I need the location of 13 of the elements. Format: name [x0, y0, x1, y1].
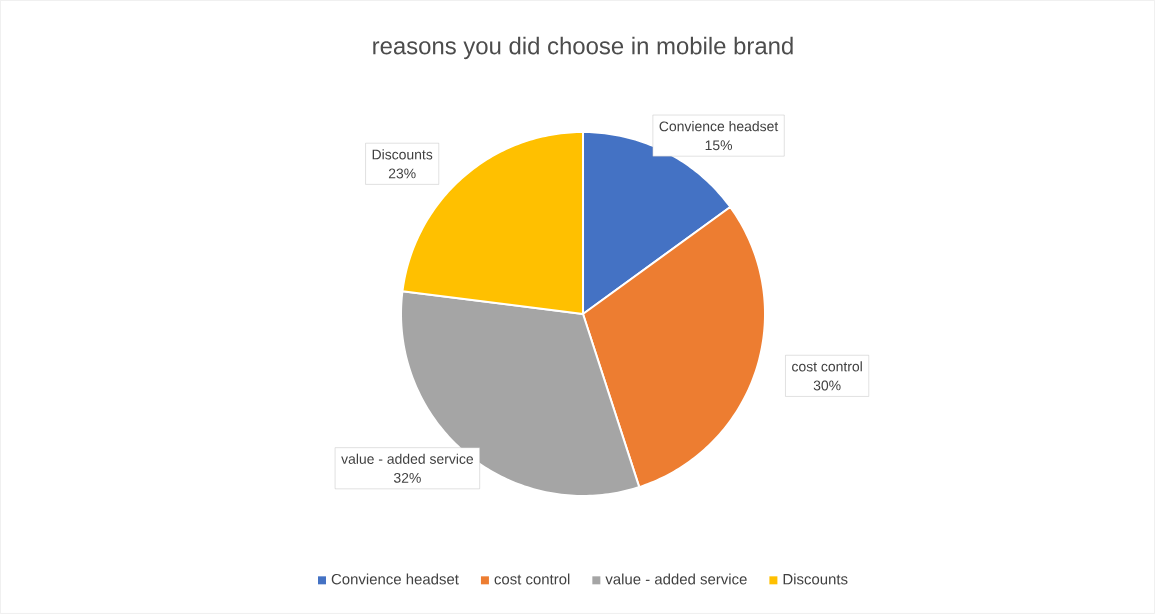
data-label: 32%	[393, 472, 421, 483]
data-label: 15%	[705, 140, 733, 151]
chart-title: reasons you did choose in mobile brand	[373, 36, 793, 60]
slice-label: Convience headset	[659, 121, 779, 132]
legend-label: value - added service	[605, 573, 747, 585]
legend-label: Discounts	[783, 573, 848, 585]
slice-label: value - added service	[341, 453, 474, 464]
data-label: 23%	[388, 168, 416, 179]
data-label: 30%	[813, 380, 841, 391]
slice-label: Discounts	[372, 149, 433, 160]
legend-label: cost control	[494, 573, 570, 585]
legend-label: Convience headset	[331, 573, 459, 585]
slice-label: cost control	[792, 361, 862, 372]
